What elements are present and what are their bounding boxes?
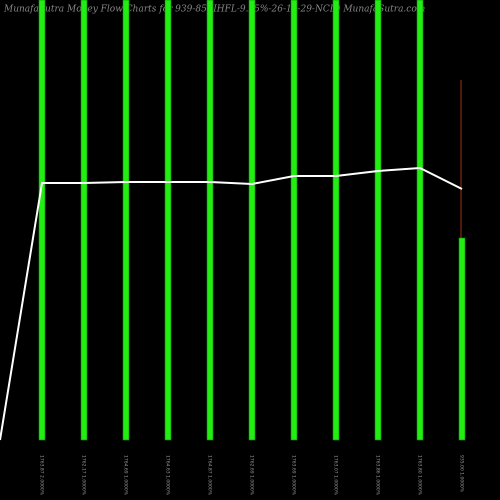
x-tick-label: 1763.87 2.0000% — [39, 455, 45, 496]
bar — [38, 0, 46, 441]
bar — [374, 0, 382, 441]
x-tick-label: 1763.69 1.0000% — [291, 455, 297, 496]
bar — [416, 0, 424, 441]
x-tick-label: 1763.80 1.0000% — [417, 455, 423, 496]
x-tick-label: 1762.17 1.0000% — [81, 455, 87, 496]
bar — [290, 0, 298, 441]
bar — [164, 0, 172, 441]
chart-title: MunafaSutra Money Flow Charts for 939-85… — [3, 4, 425, 15]
bar — [206, 0, 214, 441]
money-flow-line — [0, 166, 463, 441]
x-tick-label: 1762.69 1.0000% — [249, 455, 255, 496]
bar — [458, 237, 466, 441]
x-tick-label: 1764.69 1.0000% — [123, 455, 129, 496]
bar — [122, 0, 130, 441]
x-tick-label: 1763.07 1.0000% — [333, 455, 339, 496]
x-tick-label: 1764.63 1.0000% — [165, 455, 171, 496]
x-tick-label: 1763.86 1.0000% — [375, 455, 381, 496]
bar — [80, 0, 88, 441]
bar — [248, 0, 256, 441]
x-tick-label: 935.00 1.0000% — [459, 455, 465, 493]
bar — [332, 0, 340, 441]
x-tick-label: 1764.87 1.0000% — [207, 455, 213, 496]
